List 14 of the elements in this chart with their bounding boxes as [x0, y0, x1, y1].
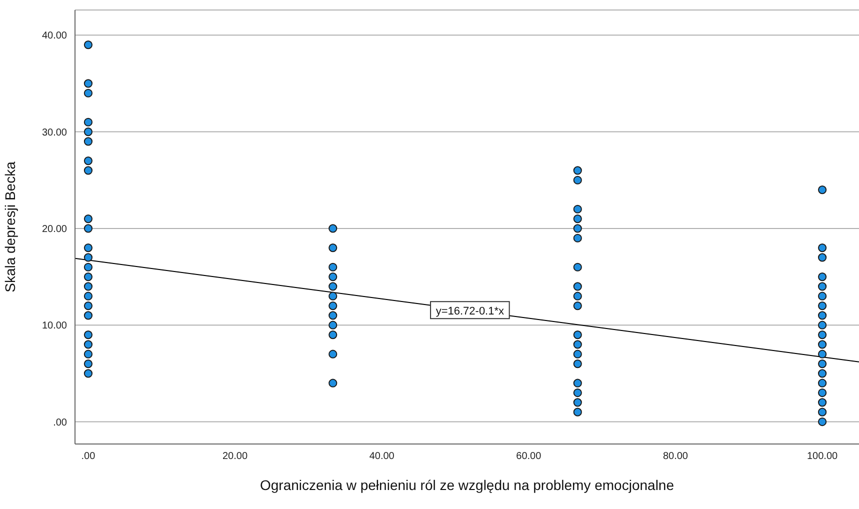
x-tick-label: 100.00 — [807, 451, 838, 462]
y-tick-label: .00 — [53, 417, 68, 428]
x-tick-label: 40.00 — [369, 451, 395, 462]
annotation: y=16.72-0.1*x — [436, 306, 505, 318]
y-tick-label: 20.00 — [42, 224, 68, 235]
y-tick-label: 30.00 — [42, 127, 68, 138]
x-tick-label: 80.00 — [662, 451, 688, 462]
x-tick-label: 60.00 — [516, 451, 542, 462]
y-tick-label: 10.00 — [42, 320, 68, 332]
y-tick-label: 40.00 — [42, 30, 68, 42]
x-axis-title: Ograniczenia w pełnieniu ról ze względu na problemy emocjonalne — [260, 477, 674, 493]
x-tick-label: .00 — [81, 451, 96, 462]
y-axis-title: Skala depresji Becka — [2, 161, 18, 292]
x-tick-label: 20.00 — [222, 451, 248, 462]
